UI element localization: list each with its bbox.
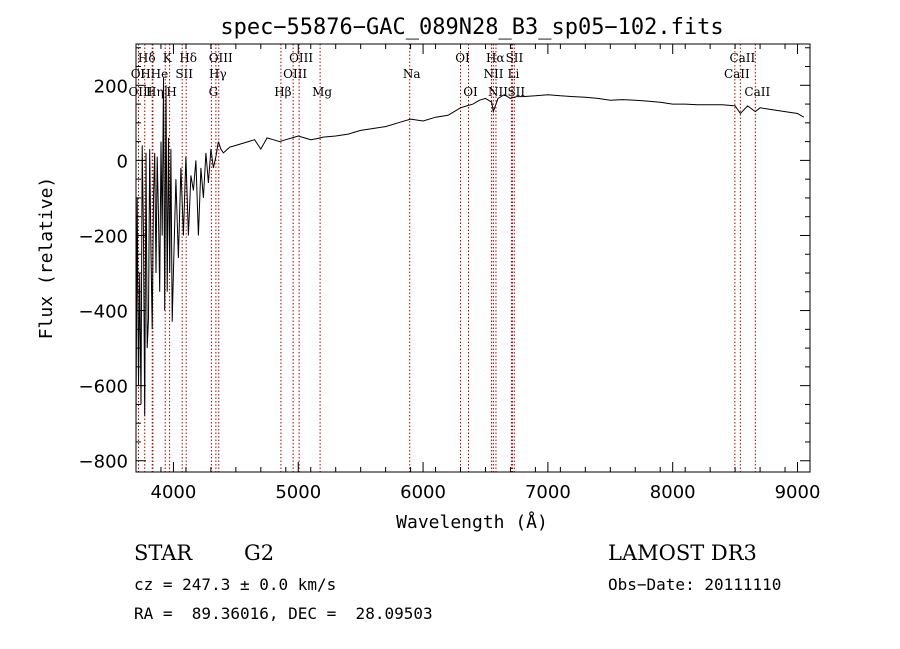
- x-axis-label: Wavelength (Å): [396, 511, 548, 533]
- y-tick-label: −200: [79, 226, 128, 247]
- line-marker-label: Hδ: [179, 51, 197, 65]
- line-marker-label: Hβ: [274, 85, 291, 99]
- line-marker-label: G: [209, 85, 219, 99]
- x-axis: 4000 5000 6000 7000 8000 9000: [135, 44, 821, 503]
- line-marker-label: OIII: [289, 51, 313, 65]
- x-tick-label: 6000: [400, 482, 446, 503]
- line-marker-label: K: [163, 51, 173, 65]
- line-marker-label: OI: [455, 51, 470, 65]
- survey-name: LAMOST DR3: [608, 541, 757, 565]
- x-tick-label: 7000: [525, 482, 571, 503]
- y-axis-label: Flux (relative): [36, 177, 57, 340]
- line-marker-label: OI: [463, 85, 478, 99]
- y-axis: −800 −600 −400 −200 0 200: [79, 47, 810, 473]
- line-marker-label: CaII: [729, 51, 755, 65]
- chart-title: spec−55876−GAC_089N28_B3_sp05−102.fits: [220, 15, 723, 40]
- y-tick-label: −400: [79, 302, 128, 323]
- line-marker-label: OIII: [128, 85, 152, 99]
- line-marker-label: Hη: [146, 85, 164, 99]
- line-marker-label: H: [166, 85, 176, 99]
- line-marker-group: [135, 44, 756, 472]
- y-tick-label: −600: [79, 377, 128, 398]
- plot-frame: [135, 43, 811, 473]
- line-marker-label: NII: [483, 67, 503, 81]
- x-tick-label: 5000: [275, 482, 321, 503]
- line-marker-label: Na: [403, 67, 421, 81]
- ra-dec: RA = 89.36016, DEC = 28.09503: [134, 604, 433, 623]
- line-marker-label: Hδ: [138, 51, 156, 65]
- line-marker-label: SII: [507, 85, 525, 99]
- line-marker-label: HHe: [140, 67, 168, 81]
- line-marker-label: Hγ: [209, 67, 227, 81]
- line-marker-label: OI: [131, 67, 146, 81]
- line-marker-label: Li: [508, 67, 520, 81]
- y-tick-label: 0: [117, 151, 128, 172]
- x-tick-label: 4000: [151, 482, 197, 503]
- line-marker-label: Mg: [312, 85, 332, 99]
- line-marker-label: OIII: [283, 67, 307, 81]
- line-marker-label: NII: [488, 85, 508, 99]
- flux-series-line: [135, 77, 805, 424]
- redshift-cz: cz = 247.3 ± 0.0 km/s: [134, 575, 336, 594]
- line-marker-label: SII: [506, 51, 524, 65]
- line-marker-label: OIII: [209, 51, 233, 65]
- line-marker-label: CaII: [744, 85, 770, 99]
- x-tick-label: 8000: [650, 482, 696, 503]
- x-tick-label: 9000: [775, 482, 821, 503]
- line-marker-label: CaII: [724, 67, 750, 81]
- y-tick-label: 200: [94, 76, 128, 97]
- y-tick-label: −800: [79, 452, 128, 473]
- object-subclass: G2: [244, 541, 274, 565]
- line-marker-label: SII: [175, 67, 193, 81]
- object-class: STAR: [134, 541, 193, 565]
- obs-date: Obs−Date: 20111110: [608, 575, 781, 594]
- line-marker-label: Hα: [486, 51, 505, 65]
